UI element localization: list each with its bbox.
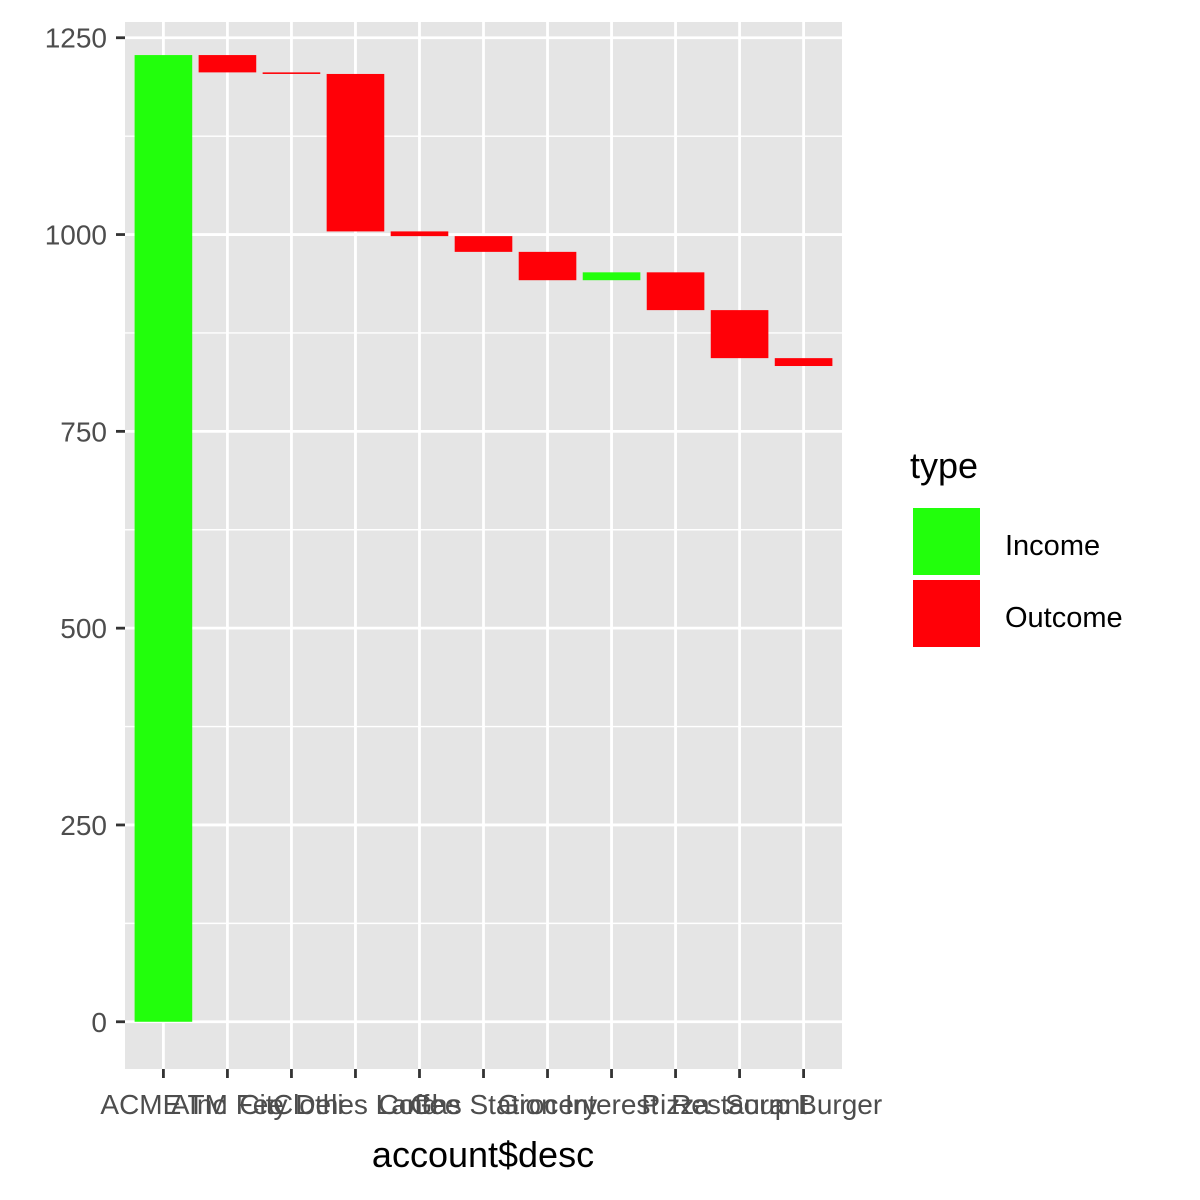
legend: type Income Outcome — [910, 445, 1123, 647]
x-tick-label: ATM Fee — [171, 1089, 284, 1120]
bars — [134, 55, 833, 1022]
bar-coffee — [390, 231, 449, 237]
legend-label-income: Income — [1005, 530, 1100, 562]
x-tick-label: Gas Station — [410, 1089, 556, 1120]
bar-gas-station — [454, 236, 513, 252]
y-tick-label: 500 — [60, 613, 107, 644]
x-tick-label: Interest — [565, 1089, 659, 1120]
x-tick-label: Coffee — [378, 1089, 460, 1120]
x-tick-label: Grocery — [498, 1089, 598, 1120]
x-tick-label: Clothes Land — [273, 1089, 438, 1120]
x-tick-label: Restaurant — [671, 1089, 808, 1120]
bar-restaurant — [710, 310, 769, 359]
bar-clothes-land — [326, 73, 385, 232]
bar-pizza — [646, 272, 705, 311]
x-tick-label: ACME Inc — [100, 1089, 226, 1120]
legend-swatch-outcome — [913, 580, 980, 647]
bar-city-deli — [262, 72, 321, 74]
bar-atm-fee — [198, 55, 257, 73]
x-tick-label: Soup Burger — [725, 1089, 882, 1120]
x-tick-label: Pizza — [641, 1089, 710, 1120]
legend-label-outcome: Outcome — [1005, 602, 1123, 634]
y-axis: 0 250 500 750 1000 1250 — [45, 23, 125, 1038]
bar-soup-burger — [774, 358, 833, 367]
x-axis-title: account$desc — [372, 1134, 594, 1175]
y-tick-label: 250 — [60, 810, 107, 841]
bar-interest — [582, 272, 641, 281]
x-tick-label: City Deli — [239, 1089, 343, 1120]
y-tick-label: 0 — [91, 1007, 107, 1038]
y-tick-label: 1000 — [45, 220, 107, 251]
y-tick-label: 750 — [60, 416, 107, 447]
legend-title: type — [910, 445, 978, 486]
bar-grocery — [518, 251, 577, 281]
grid-major — [125, 22, 842, 1069]
bar-acme-inc — [134, 55, 193, 1022]
y-tick-label: 1250 — [45, 23, 107, 54]
legend-swatch-income — [913, 508, 980, 575]
